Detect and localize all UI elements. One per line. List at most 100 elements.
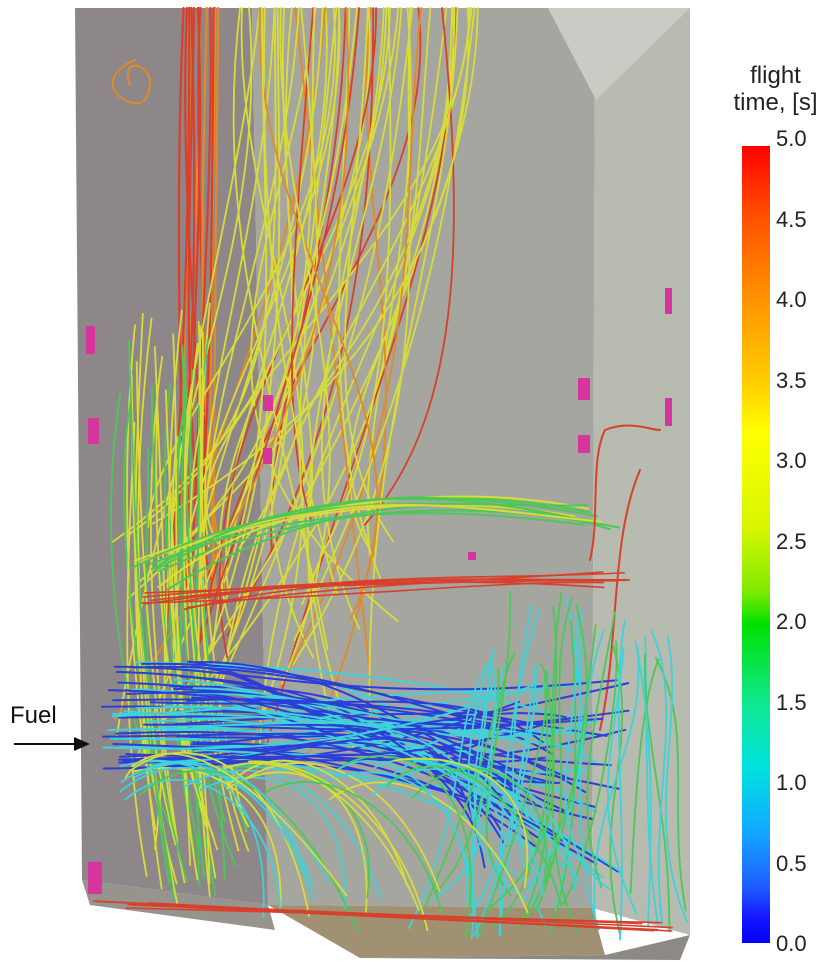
streamline [173, 678, 622, 873]
streamline [183, 769, 382, 899]
streamline [599, 469, 641, 731]
streamline [194, 661, 576, 816]
streamline [293, 7, 476, 642]
streamline [412, 767, 548, 883]
colorbar-tick-label: 2.0 [776, 609, 807, 634]
colorbar-tick-label: 3.5 [776, 367, 807, 393]
streamline [232, 7, 329, 651]
streamline [551, 605, 578, 933]
streamline [391, 758, 580, 884]
streamline [320, 7, 385, 630]
streamline [534, 597, 573, 913]
streamline [321, 7, 392, 556]
streamline [140, 581, 605, 604]
streamline [186, 571, 604, 609]
streamline [128, 751, 311, 917]
streamline [629, 659, 660, 895]
streamline [191, 696, 531, 727]
streamline [589, 424, 661, 561]
streamline [133, 762, 308, 884]
streamline [644, 635, 659, 925]
streamline [512, 603, 548, 928]
streamline [579, 630, 605, 931]
streamline [344, 7, 394, 543]
streamline [101, 732, 499, 770]
streamline [634, 640, 652, 928]
streamline [151, 385, 197, 857]
streamline [189, 369, 200, 887]
colorbar-tick-label: 4.0 [776, 287, 807, 312]
streamline [150, 581, 605, 602]
colorbar [742, 146, 770, 943]
top-right-facet [548, 8, 690, 100]
streamline [250, 7, 399, 623]
streamline [335, 760, 475, 939]
streamline [211, 6, 220, 597]
streamline [127, 340, 188, 882]
streamline [199, 776, 346, 909]
streamline [248, 760, 429, 932]
streamline [145, 446, 170, 885]
colorbar-tick-label: 0.0 [776, 931, 807, 956]
streamline [228, 759, 409, 887]
streamline [650, 630, 668, 925]
colorbar-tick-label: 3.0 [776, 448, 807, 473]
streamline [473, 668, 536, 937]
streamline [617, 619, 626, 941]
streamline [125, 907, 662, 924]
fuel-arrow-icon [14, 737, 90, 751]
streamline [329, 781, 529, 914]
streamline [470, 661, 537, 917]
streamline [190, 6, 212, 598]
colorbar-tick-label: 1.0 [776, 770, 807, 795]
streamline [545, 603, 589, 886]
streamline [149, 355, 179, 843]
streamline [131, 753, 348, 897]
streamline [258, 7, 379, 622]
streamline [321, 771, 469, 905]
streamline [385, 765, 563, 908]
streamline [111, 59, 152, 105]
streamline [593, 647, 640, 924]
streamline [342, 755, 472, 940]
streamline [492, 676, 549, 929]
streamline [132, 665, 608, 737]
streamline [526, 595, 583, 894]
streamline [298, 7, 356, 753]
streamline [197, 330, 211, 897]
streamline [123, 397, 175, 900]
colorbar-tick-label: 2.5 [776, 528, 807, 554]
streamline [643, 653, 671, 933]
streamline [368, 7, 459, 727]
streamline [126, 691, 538, 784]
streamlines [93, 6, 688, 941]
streamline [586, 611, 616, 889]
streamline [189, 412, 240, 852]
colorbar-tick-label: 1.5 [776, 689, 807, 715]
streamline [478, 663, 548, 937]
streamline [470, 661, 497, 900]
fuel-ports [86, 288, 672, 894]
streamline [183, 384, 211, 885]
streamline [175, 717, 604, 739]
legend-title-line1: flight [750, 62, 801, 89]
streamline [172, 333, 199, 881]
fuel-label: Fuel [10, 702, 57, 729]
colorbar-tick-label: 0.5 [776, 850, 807, 876]
streamline [265, 781, 443, 914]
streamline [192, 687, 567, 748]
streamline [665, 635, 688, 923]
streamline [654, 657, 687, 912]
floor-gray [360, 935, 690, 960]
streamline [299, 7, 387, 774]
streamline [166, 504, 611, 591]
streamline [488, 669, 555, 909]
streamline [201, 7, 281, 669]
streamline [119, 766, 314, 899]
streamline [155, 385, 214, 836]
streamline [238, 7, 318, 549]
streamline [184, 6, 207, 571]
streamline [258, 7, 455, 759]
streamline [220, 762, 420, 911]
